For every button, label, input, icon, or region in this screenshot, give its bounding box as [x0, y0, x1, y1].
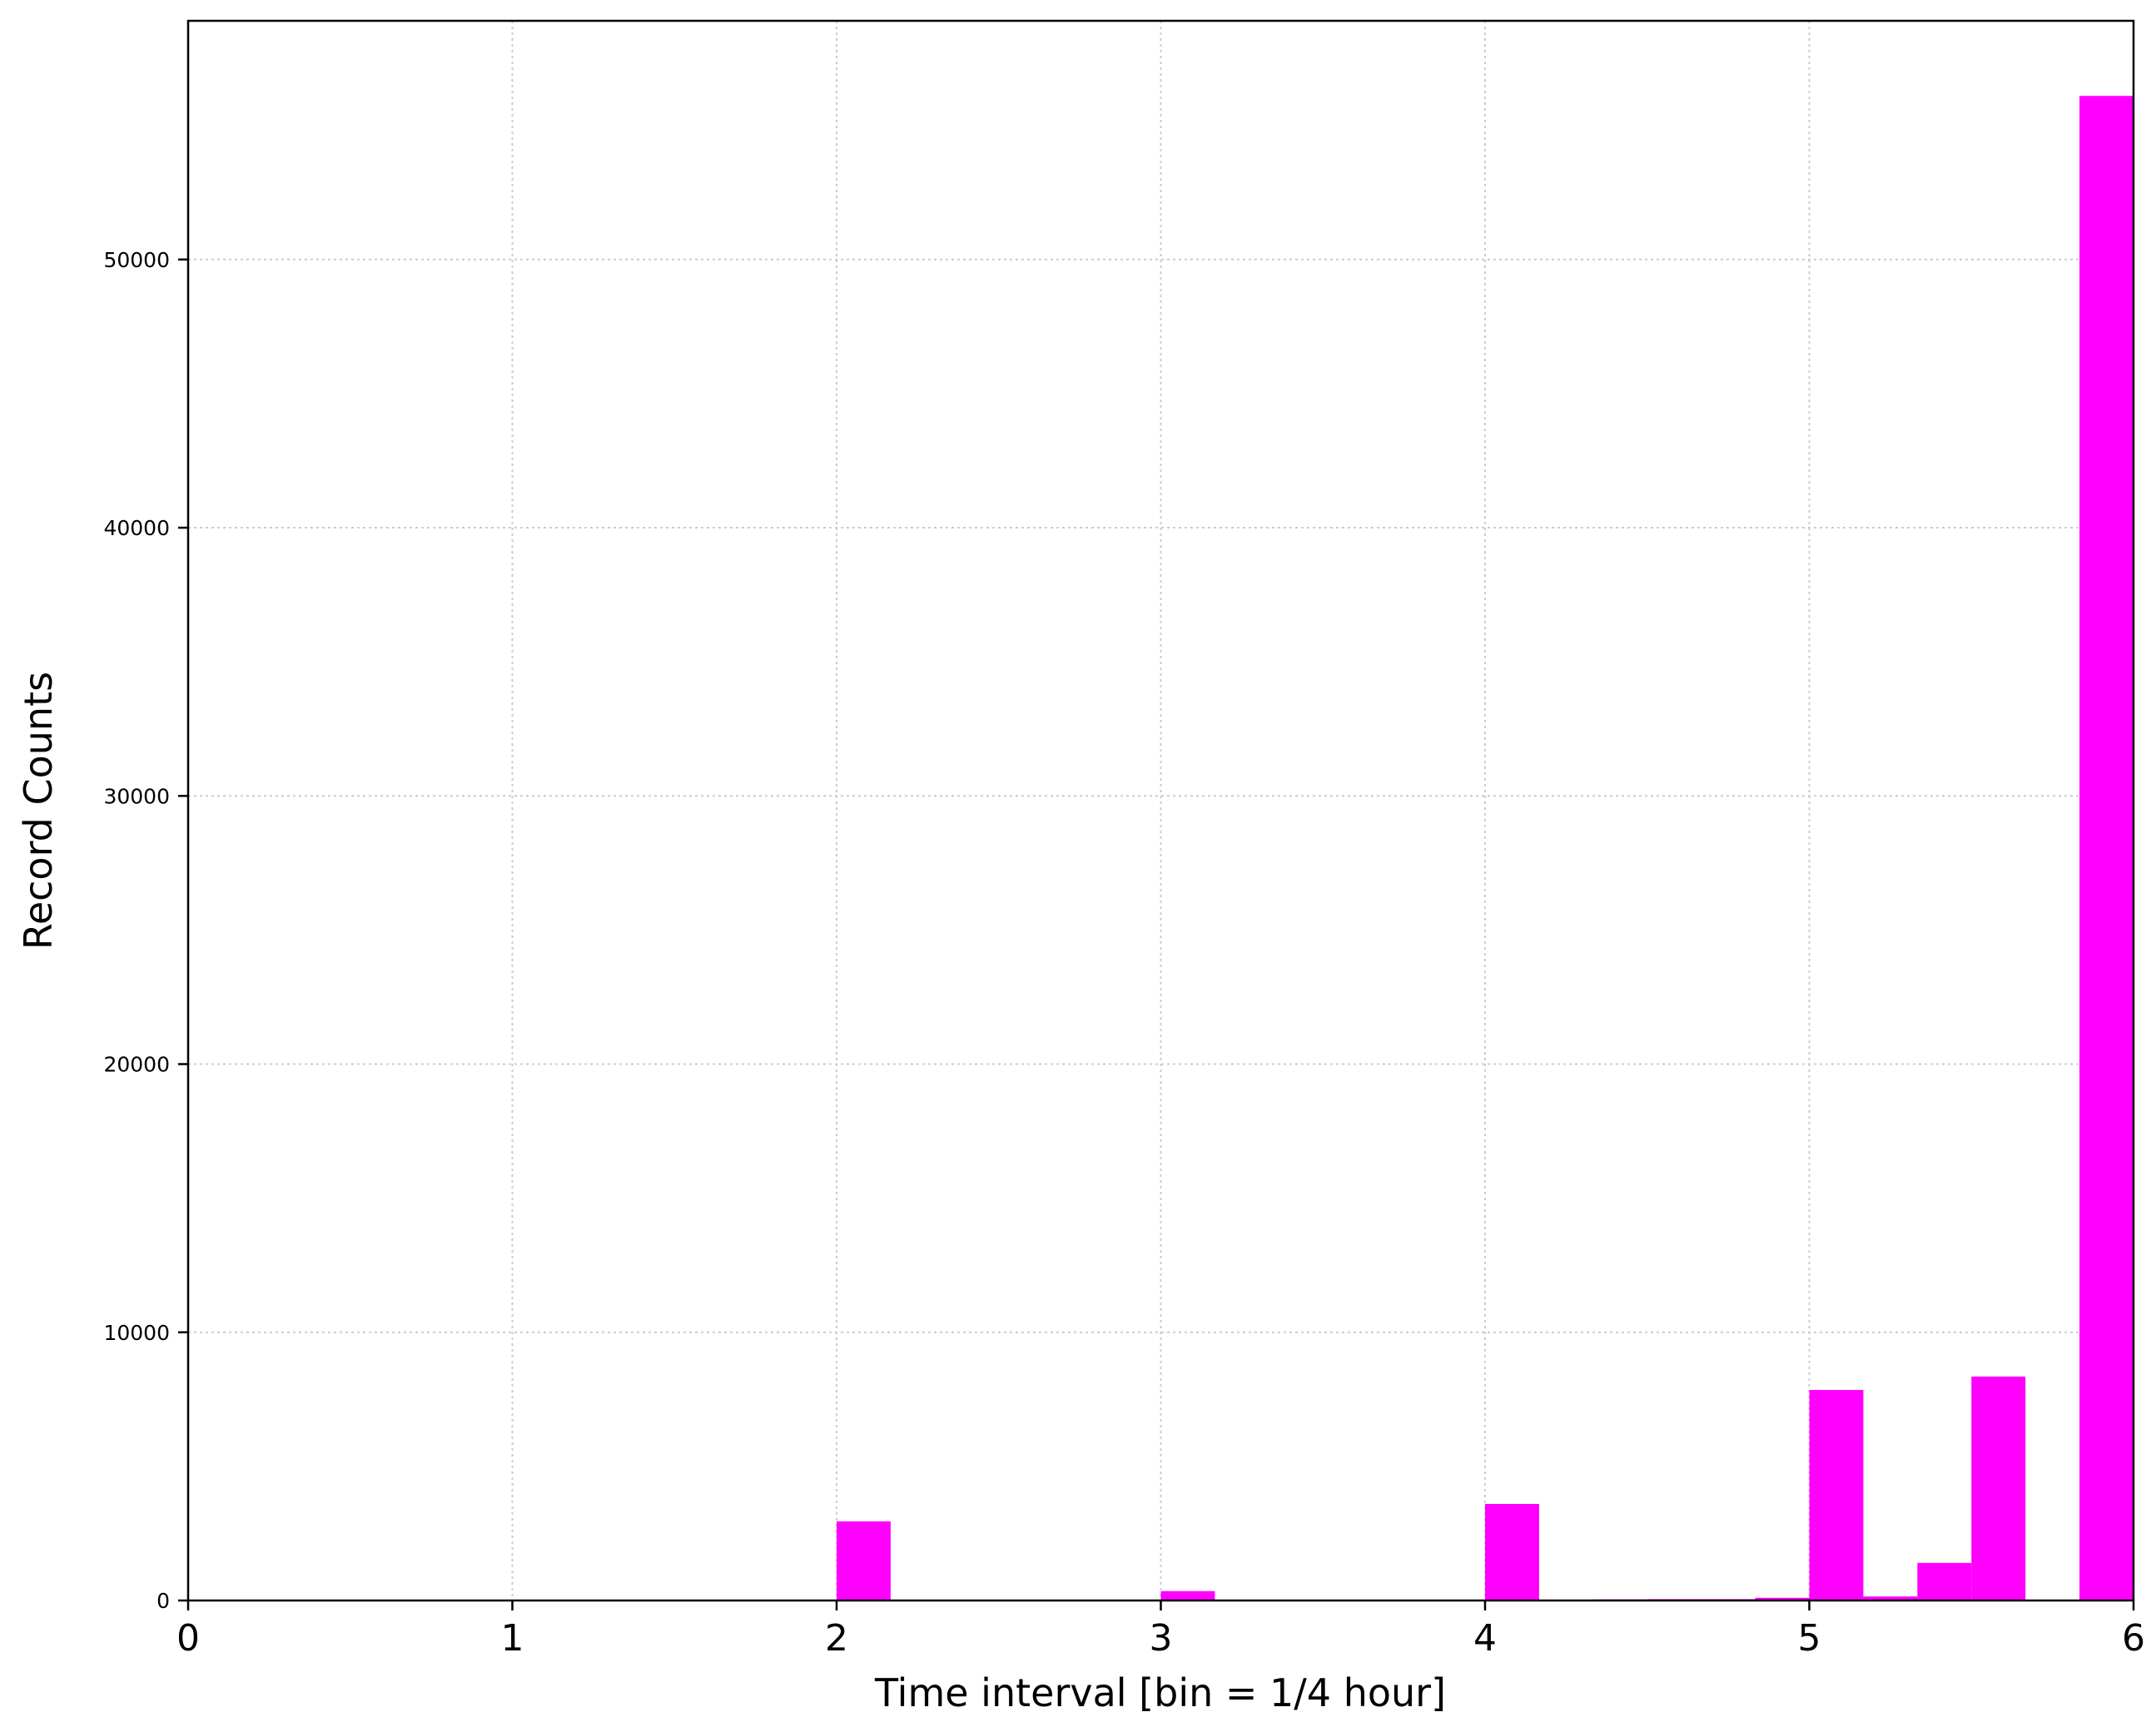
plot-frame — [186, 19, 2135, 1602]
histogram-bars — [837, 96, 2134, 1600]
x-tick-label: 3 — [1150, 1617, 1173, 1660]
histogram-bar — [1755, 1597, 1810, 1600]
x-tick-label: 6 — [2122, 1617, 2145, 1660]
y-tick-label: 40000 — [103, 516, 170, 540]
y-tick-label: 0 — [156, 1589, 170, 1613]
grid-lines — [188, 21, 2134, 1600]
axis-ticks: 0 1 2 3 4 5 6 0 10000 20000 30000 40000 50000 — [103, 248, 2145, 1660]
x-tick-label: 5 — [1798, 1617, 1821, 1660]
histogram-bar — [1971, 1376, 2026, 1600]
x-tick-label: 4 — [1473, 1617, 1497, 1660]
y-tick-label: 50000 — [103, 248, 170, 272]
histogram-bar — [1863, 1596, 1918, 1600]
histogram-bar — [1917, 1562, 1972, 1600]
y-tick-label: 20000 — [103, 1053, 170, 1077]
x-tick-label: 2 — [825, 1617, 848, 1660]
x-axis-label: Time interval [bin = 1/4 hour] — [874, 1670, 1446, 1715]
histogram-bar — [837, 1521, 891, 1600]
x-tick-label: 1 — [501, 1617, 524, 1660]
histogram-bar — [1809, 1390, 1864, 1600]
histogram-bar — [2079, 96, 2134, 1600]
histogram-bar — [1485, 1503, 1539, 1600]
y-axis-label: Record Counts — [16, 672, 61, 950]
y-tick-label: 30000 — [103, 784, 170, 808]
histogram-bar — [1160, 1591, 1215, 1600]
x-tick-label: 0 — [176, 1617, 200, 1660]
y-tick-label: 10000 — [103, 1321, 170, 1345]
